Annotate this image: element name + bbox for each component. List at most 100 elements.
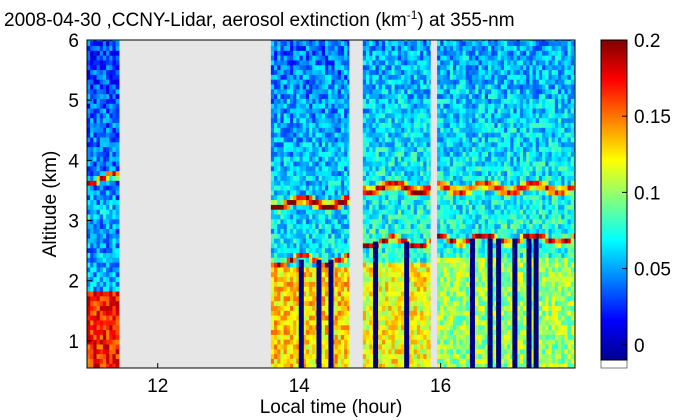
heatmap-cell bbox=[344, 233, 348, 239]
heatmap-cell bbox=[443, 141, 448, 148]
heatmap-cell bbox=[446, 175, 451, 181]
heatmap-cell bbox=[90, 127, 94, 133]
heatmap-cell bbox=[416, 50, 421, 56]
heatmap-cell bbox=[429, 363, 431, 368]
heatmap-cell bbox=[321, 363, 326, 368]
heatmap-cell bbox=[340, 132, 345, 138]
heatmap-cell bbox=[340, 319, 345, 326]
heatmap-cell bbox=[331, 59, 336, 66]
heatmap-cell bbox=[481, 156, 486, 162]
heatmap-cell bbox=[423, 122, 428, 128]
heatmap-cell bbox=[385, 45, 389, 51]
heatmap-cell bbox=[102, 242, 107, 249]
heatmap-cell bbox=[334, 276, 339, 282]
heatmap-cell bbox=[328, 74, 332, 80]
heatmap-cell bbox=[328, 127, 332, 133]
heatmap-cell bbox=[481, 324, 486, 331]
heatmap-cell bbox=[112, 98, 117, 104]
heatmap-cell bbox=[334, 329, 339, 335]
heatmap-cell bbox=[443, 59, 448, 66]
heatmap-cell bbox=[437, 271, 441, 278]
heatmap-cell bbox=[440, 40, 445, 42]
heatmap-cell bbox=[378, 247, 383, 254]
heatmap-cell bbox=[362, 55, 367, 61]
heatmap-cell bbox=[416, 223, 421, 229]
heatmap-cell bbox=[391, 40, 396, 42]
heatmap-cell bbox=[344, 310, 348, 316]
heatmap-cell bbox=[484, 286, 489, 292]
heatmap-cell bbox=[453, 40, 457, 42]
heatmap-cell bbox=[385, 127, 389, 133]
heatmap-cell bbox=[312, 170, 317, 177]
heatmap-cell bbox=[369, 170, 373, 177]
heatmap-cell bbox=[109, 127, 114, 133]
heatmap-cell bbox=[112, 170, 117, 177]
heatmap-cell bbox=[96, 286, 101, 292]
heatmap-cell bbox=[397, 146, 402, 152]
heatmap-cell bbox=[324, 40, 329, 47]
heatmap-cell bbox=[404, 127, 408, 133]
heatmap-cell bbox=[481, 343, 486, 350]
heatmap-cell bbox=[397, 175, 402, 181]
heatmap-cell bbox=[340, 45, 345, 51]
heatmap-cell bbox=[388, 170, 393, 177]
heatmap-cell bbox=[475, 132, 480, 138]
heatmap-cell bbox=[407, 300, 412, 306]
heatmap-cell bbox=[446, 40, 451, 47]
heatmap-cell bbox=[315, 55, 320, 61]
heatmap-cell bbox=[344, 315, 348, 321]
heatmap-cell bbox=[280, 151, 285, 157]
heatmap-cell bbox=[462, 319, 467, 326]
heatmap-cell bbox=[109, 281, 114, 287]
heatmap-cell bbox=[362, 175, 367, 181]
heatmap-cell bbox=[429, 286, 431, 292]
heatmap-cell bbox=[312, 252, 317, 258]
heatmap-cell bbox=[372, 223, 377, 229]
heatmap-cell bbox=[468, 189, 473, 196]
heatmap-cell bbox=[462, 199, 467, 205]
heatmap-cell bbox=[328, 112, 332, 119]
heatmap-cell bbox=[459, 310, 464, 316]
heatmap-cell bbox=[426, 238, 431, 244]
heatmap-cell bbox=[462, 339, 467, 345]
heatmap-cell bbox=[397, 329, 402, 335]
heatmap-cell bbox=[321, 141, 326, 148]
heatmap-cell bbox=[90, 74, 94, 80]
heatmap-cell bbox=[315, 141, 320, 148]
heatmap-cell bbox=[334, 348, 339, 355]
heatmap-cell bbox=[369, 204, 373, 210]
heatmap-cell bbox=[87, 117, 91, 124]
heatmap-cell bbox=[426, 40, 431, 47]
heatmap-cell bbox=[321, 329, 326, 335]
heatmap-cell bbox=[289, 45, 294, 51]
heatmap-cell bbox=[270, 93, 275, 99]
heatmap-cell bbox=[112, 45, 117, 51]
heatmap-cell bbox=[459, 151, 464, 157]
heatmap-cell bbox=[309, 209, 313, 215]
heatmap-cell bbox=[446, 185, 451, 191]
heatmap-cell bbox=[394, 108, 399, 114]
heatmap-cell bbox=[115, 151, 120, 157]
heatmap-cell bbox=[472, 93, 476, 99]
heatmap-cell bbox=[286, 310, 291, 316]
heatmap-cell bbox=[115, 242, 120, 249]
heatmap-cell bbox=[87, 151, 91, 157]
heatmap-cell bbox=[96, 315, 101, 321]
heatmap-cell bbox=[401, 242, 405, 249]
heatmap-cell bbox=[99, 315, 104, 321]
heatmap-cell bbox=[277, 141, 282, 148]
heatmap-cell bbox=[394, 286, 399, 292]
heatmap-cell bbox=[475, 238, 480, 244]
heatmap-cell bbox=[286, 300, 291, 306]
heatmap-cell bbox=[324, 257, 329, 263]
heatmap-cell bbox=[429, 185, 431, 191]
heatmap-cell bbox=[369, 160, 373, 167]
heatmap-cell bbox=[378, 112, 383, 119]
heatmap-cell bbox=[397, 88, 402, 95]
heatmap-cell bbox=[391, 286, 396, 292]
heatmap-cell bbox=[109, 339, 114, 345]
heatmap-cell bbox=[289, 40, 294, 47]
heatmap-cell bbox=[106, 93, 110, 99]
heatmap-cell bbox=[280, 353, 285, 359]
heatmap-cell bbox=[475, 199, 480, 205]
